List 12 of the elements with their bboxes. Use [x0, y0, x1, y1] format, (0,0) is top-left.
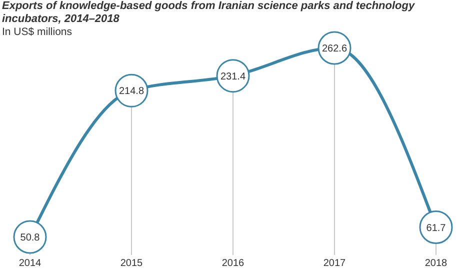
data-label: 214.8: [118, 86, 144, 98]
chart-subtitle: In US$ millions: [2, 26, 74, 39]
data-label: 61.7: [426, 222, 446, 234]
chart-title: Exports of knowledge-based goods from Iranian science parks and technology incubators, 2014–2018: [2, 0, 416, 26]
data-label: 262.6: [322, 44, 348, 54]
x-tick-label: 2016: [222, 258, 245, 269]
x-tick-label: 2014: [18, 258, 42, 269]
x-tick-label: 2018: [424, 258, 448, 269]
x-tick-label: 2015: [120, 258, 144, 269]
data-label: 50.8: [20, 232, 40, 244]
data-label: 231.4: [220, 71, 246, 82]
x-tick-label: 2017: [323, 258, 346, 269]
